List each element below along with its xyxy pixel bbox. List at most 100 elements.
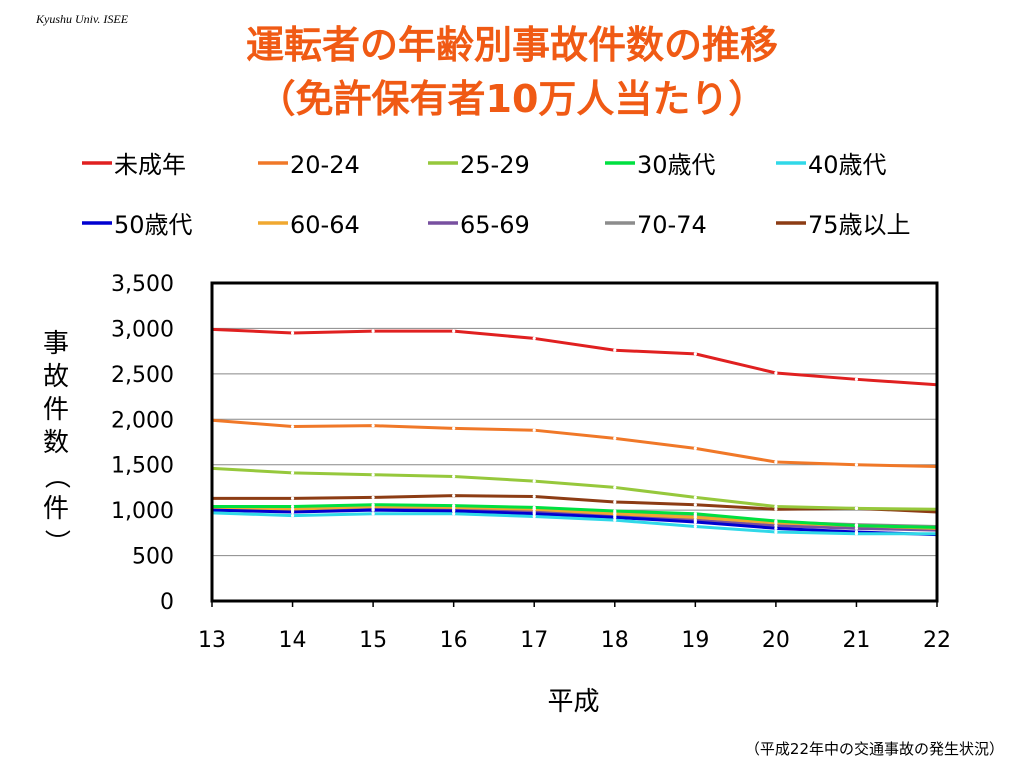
data-point xyxy=(290,507,295,511)
x-tick-label: 17 xyxy=(520,628,548,653)
series-line xyxy=(211,418,938,469)
legend-label: 未成年 xyxy=(114,151,186,179)
x-tick-label: 15 xyxy=(359,628,387,653)
brand-label: Kyushu Univ. ISEE xyxy=(36,12,129,26)
series-line xyxy=(211,508,938,537)
y-tick-label: 1,500 xyxy=(111,454,174,479)
data-point xyxy=(452,474,456,479)
x-tick-label: 21 xyxy=(842,628,870,653)
data-point xyxy=(290,504,295,509)
data-point xyxy=(693,352,697,356)
y-tick-label: 0 xyxy=(160,590,174,615)
data-point xyxy=(371,512,375,516)
y-tick-label: 1,000 xyxy=(111,499,174,524)
data-point xyxy=(290,424,295,429)
data-point xyxy=(854,506,859,510)
data-point xyxy=(532,507,536,511)
chart-title-line2: （免許保有者10万人当たり） xyxy=(257,77,767,121)
plot-frame xyxy=(210,281,939,603)
x-tick-label: 18 xyxy=(601,628,629,653)
data-point xyxy=(693,524,697,529)
data-point xyxy=(371,424,375,428)
data-point xyxy=(532,479,536,483)
data-point xyxy=(693,518,697,522)
data-point xyxy=(774,460,778,464)
data-point xyxy=(532,428,536,432)
y-axis-title-char: 件 xyxy=(43,494,69,524)
y-axis-title-char: 故 xyxy=(43,362,69,392)
data-point xyxy=(774,520,778,524)
legend-label: 50歳代 xyxy=(114,211,193,239)
source-note: （平成22年中の交通事故の発生状況） xyxy=(744,740,1004,758)
data-point xyxy=(452,506,456,510)
legend-label: 30歳代 xyxy=(637,151,716,179)
x-tick-label: 19 xyxy=(681,628,709,653)
data-point xyxy=(532,336,536,341)
data-point xyxy=(774,530,778,534)
data-point xyxy=(452,512,456,516)
data-point xyxy=(854,463,859,467)
data-point xyxy=(693,503,697,507)
data-point xyxy=(290,331,295,335)
data-point xyxy=(854,523,859,527)
data-point xyxy=(693,446,697,450)
data-point xyxy=(532,494,536,499)
data-point xyxy=(693,495,697,500)
series-line xyxy=(211,511,937,536)
x-tick-label: 13 xyxy=(198,628,226,653)
data-point xyxy=(613,348,617,352)
legend-label: 60-64 xyxy=(290,211,360,239)
y-tick-label: 3,500 xyxy=(111,272,174,297)
series-line xyxy=(212,503,938,529)
x-axis-title: 平成 xyxy=(547,687,599,717)
y-tick-label: 2,000 xyxy=(111,408,174,433)
data-point xyxy=(854,526,859,530)
y-tick-label: 2,500 xyxy=(111,363,174,388)
data-point xyxy=(854,377,859,381)
series-line xyxy=(211,466,938,511)
data-point xyxy=(774,371,778,375)
y-tick-label: 3,000 xyxy=(111,317,174,342)
y-axis-title-char: （ xyxy=(41,463,71,489)
x-tick-label: 14 xyxy=(279,628,307,653)
y-axis-title-char: 件 xyxy=(43,395,69,425)
data-point xyxy=(290,496,295,500)
data-point xyxy=(774,526,778,530)
data-point xyxy=(371,505,375,510)
data-point xyxy=(532,514,536,519)
data-point xyxy=(854,530,859,534)
data-point xyxy=(290,471,295,475)
data-point xyxy=(452,426,456,430)
data-point xyxy=(693,513,697,518)
x-tick-label: 16 xyxy=(440,628,468,653)
data-point xyxy=(371,495,375,500)
data-point xyxy=(532,510,536,514)
data-point xyxy=(613,511,617,515)
y-axis-title-char: 事 xyxy=(43,329,69,359)
data-point xyxy=(371,329,375,333)
legend-label: 40歳代 xyxy=(808,151,887,179)
legend-label: 65-69 xyxy=(460,211,530,239)
series-line xyxy=(211,327,938,387)
data-point xyxy=(290,513,295,518)
y-axis-title-char: 数 xyxy=(43,428,69,458)
legend-label: 75歳以上 xyxy=(808,211,911,239)
y-axis-title-char: ） xyxy=(41,529,71,555)
data-point xyxy=(452,329,456,333)
chart-title-line1: 運転者の年齢別事故件数の推移 xyxy=(245,23,778,67)
x-tick-label: 20 xyxy=(762,628,790,653)
data-point xyxy=(613,436,617,440)
data-point xyxy=(613,500,617,504)
x-tick-label: 22 xyxy=(923,628,951,653)
data-point xyxy=(613,518,617,522)
data-point xyxy=(452,494,456,498)
data-point xyxy=(774,507,778,511)
legend-label: 70-74 xyxy=(637,211,707,239)
data-point xyxy=(613,513,617,518)
data-point xyxy=(613,485,617,490)
data-point xyxy=(371,473,375,477)
y-tick-label: 500 xyxy=(132,545,174,570)
data-point xyxy=(774,504,778,509)
data-point xyxy=(774,523,778,528)
